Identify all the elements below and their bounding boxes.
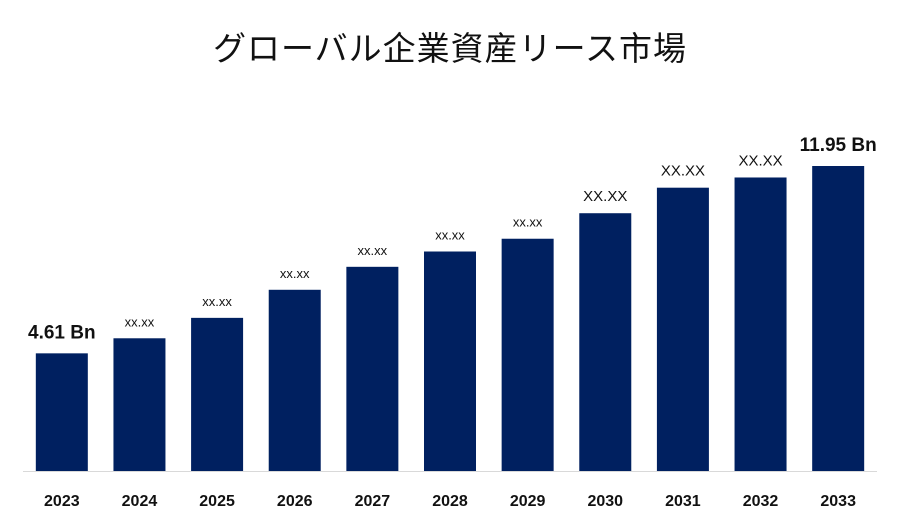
chart-title: グローバル企業資産リース市場: [212, 29, 688, 68]
x-tick-2028: 2028: [432, 493, 468, 510]
data-label-2030: XX.XX: [583, 188, 627, 205]
bar-2033: [812, 166, 865, 471]
bar-2031: [656, 187, 709, 471]
data-label-2027: xx.xx: [358, 243, 388, 258]
data-label-2025: xx.xx: [202, 294, 232, 309]
data-label-2024: xx.xx: [125, 314, 155, 329]
bar-2023: [35, 353, 88, 471]
bar-2032: [734, 177, 787, 471]
bar-2028: [424, 251, 476, 471]
x-tick-2029: 2029: [510, 493, 546, 510]
data-label-2031: XX.XX: [661, 163, 705, 180]
bar-2027: [346, 266, 399, 471]
data-label-2033: 11.95 Bn: [800, 135, 877, 156]
bar-2024: [113, 338, 166, 471]
bar-2025: [191, 317, 244, 471]
data-label-2032: XX.XX: [738, 152, 782, 169]
bar-2029: [501, 238, 554, 471]
x-tick-2030: 2030: [587, 493, 623, 510]
data-label-2023: 4.61 Bn: [28, 322, 96, 343]
data-label-2028: xx.xx: [435, 228, 465, 243]
bar-2026: [268, 289, 321, 471]
x-tick-2026: 2026: [277, 493, 313, 510]
x-tick-2025: 2025: [199, 493, 235, 510]
x-tick-2027: 2027: [355, 493, 391, 510]
x-tick-2031: 2031: [665, 493, 701, 510]
bar-2030: [579, 213, 632, 471]
x-tick-2032: 2032: [743, 493, 779, 510]
x-tick-2023: 2023: [44, 493, 80, 510]
data-label-2026: xx.xx: [280, 266, 310, 281]
x-tick-2024: 2024: [122, 493, 158, 510]
data-label-2029: xx.xx: [513, 215, 543, 230]
x-tick-2033: 2033: [820, 493, 856, 510]
